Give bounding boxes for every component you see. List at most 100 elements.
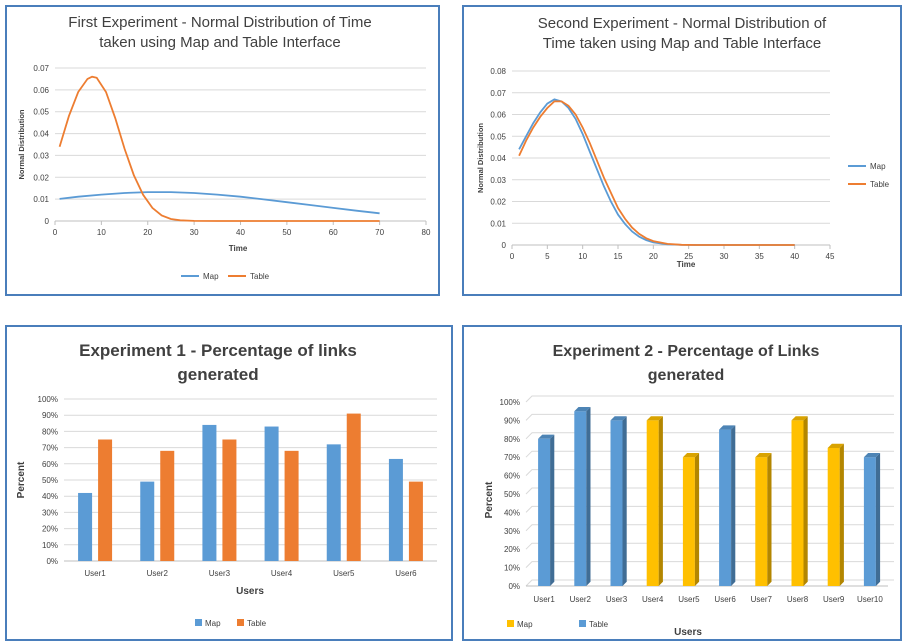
y-tick-label: 0.03 [490, 176, 506, 185]
x-tick-label: User8 [787, 595, 809, 604]
x-tick-label: User4 [271, 569, 293, 578]
y-tick-label: 0.05 [490, 132, 506, 141]
bar-front [538, 438, 551, 586]
bar-user3 [610, 416, 627, 586]
x-tick-label: 30 [720, 252, 729, 261]
bar-user8 [791, 416, 808, 586]
x-tick-label: 5 [545, 252, 550, 261]
legend-label-table: Table [247, 619, 267, 628]
bar-top [827, 443, 844, 448]
legend-label-table: Table [870, 180, 890, 189]
bar-side [767, 453, 772, 586]
y-tick-label: 40% [42, 492, 58, 501]
bar-front [863, 457, 876, 586]
bar-side [622, 416, 627, 586]
legend-label-map: Map [870, 162, 886, 171]
bar-top [863, 453, 881, 458]
bar-top [791, 416, 808, 421]
x-tick-label: 20 [649, 252, 658, 261]
bar-user6 [719, 425, 736, 586]
bar-side [839, 443, 844, 586]
y-tick-label: 0.02 [490, 198, 506, 207]
y-tick-label: 30% [504, 527, 520, 536]
x-tick-label: 60 [329, 228, 338, 237]
legend-swatch-map [195, 619, 202, 626]
chart-panel-first-experiment [5, 5, 440, 296]
x-tick-label: User1 [533, 595, 555, 604]
y-tick-label: 60% [42, 460, 58, 469]
chart-title: Experiment 1 - Percentage of links [79, 341, 357, 360]
x-tick-label: User2 [147, 569, 169, 578]
bar-top [682, 453, 700, 458]
y-tick-label: 0.07 [490, 89, 506, 98]
y-tick-label: 40% [504, 508, 520, 517]
y-tick-label: 90% [504, 416, 520, 425]
bar-map-user3 [202, 424, 217, 561]
x-tick-label: User4 [642, 595, 664, 604]
chart-title: generated [177, 365, 258, 384]
y-tick-label: 0.06 [490, 111, 506, 120]
bar-front [827, 448, 840, 586]
bar-map-user1 [78, 492, 93, 561]
bar-top [755, 453, 772, 458]
x-tick-label: 25 [684, 252, 693, 261]
bar-table-user6 [408, 481, 423, 561]
y-tick-label: 0 [45, 217, 50, 226]
series-line-table [58, 75, 380, 222]
bar-side [731, 425, 736, 586]
bar-front [755, 457, 768, 586]
gridline [525, 395, 894, 403]
y-tick-label: 0.05 [33, 108, 49, 117]
bar-top [538, 434, 555, 439]
y-tick-label: 10% [42, 541, 58, 550]
bar-side [803, 416, 808, 586]
gridline [525, 487, 894, 495]
y-tick-label: 0.03 [33, 151, 49, 160]
y-axis-label: Normal Distribution [476, 123, 485, 193]
legend-label-table: Table [589, 620, 609, 629]
y-tick-label: 0.07 [33, 64, 49, 73]
x-axis-label: Users [674, 627, 702, 638]
y-tick-label: 0% [508, 582, 520, 591]
bar-front [719, 429, 732, 586]
y-tick-label: 0% [46, 557, 58, 566]
chart-title: taken using Map and Table Interface [99, 34, 341, 51]
y-tick-label: 80% [504, 435, 520, 444]
gridline [525, 561, 894, 568]
y-tick-label: 20% [42, 525, 58, 534]
bar-top [719, 425, 736, 430]
legend-label-table: Table [250, 272, 270, 281]
bar-front [682, 457, 695, 586]
y-tick-label: 60% [504, 472, 520, 481]
bar-map-user6 [388, 458, 403, 561]
y-tick-label: 20% [504, 545, 520, 554]
chart-title: Experiment 2 - Percentage of Links [553, 343, 820, 360]
bar-top [610, 416, 627, 421]
bar-front [646, 420, 659, 586]
x-tick-label: 10 [578, 252, 587, 261]
y-tick-label: 0.01 [490, 219, 506, 228]
bar-top [574, 407, 591, 412]
x-tick-label: User2 [570, 595, 592, 604]
gridline [525, 432, 894, 440]
x-tick-label: User5 [678, 595, 700, 604]
bar-map-user5 [326, 444, 341, 561]
y-axis-label: Percent [484, 481, 495, 518]
bar-table-user5 [346, 413, 361, 561]
series-line-table [518, 100, 795, 246]
y-axis-label: Percent [16, 461, 27, 498]
bar-front [574, 411, 587, 586]
x-tick-label: User3 [606, 595, 628, 604]
chart-title: generated [648, 367, 724, 384]
gridline [525, 524, 894, 532]
x-tick-label: 40 [236, 228, 245, 237]
y-tick-label: 70% [504, 453, 520, 462]
bar-side [658, 416, 663, 586]
x-tick-label: User5 [333, 569, 355, 578]
bar-side [550, 434, 555, 586]
chart-title: Second Experiment - Normal Distribution … [538, 15, 827, 32]
x-tick-label: User6 [714, 595, 736, 604]
chart-panel-second-experiment [462, 5, 902, 296]
x-tick-label: 20 [143, 228, 152, 237]
